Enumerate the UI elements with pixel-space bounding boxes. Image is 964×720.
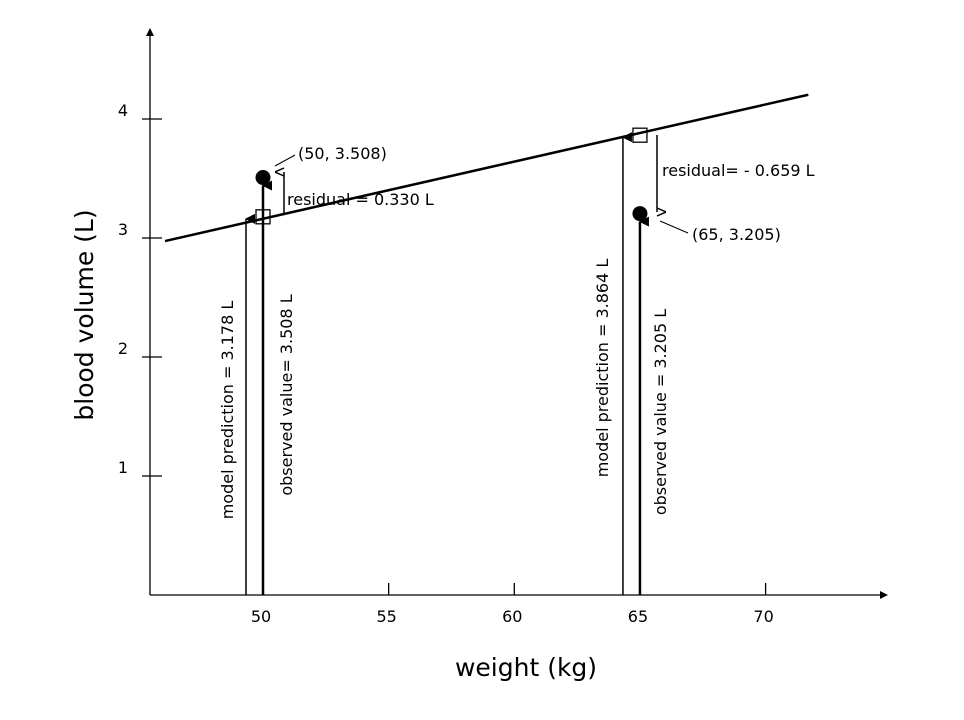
x-tick-label: 55 xyxy=(376,607,396,626)
x-axis-label: weight (kg) xyxy=(455,653,597,682)
data-point xyxy=(255,170,271,186)
model-prediction-label: model prediction = 3.178 L xyxy=(218,301,237,520)
point-label-leader xyxy=(659,220,689,234)
residual-label: residual= - 0.659 L xyxy=(662,161,815,180)
y-tick-label: 2 xyxy=(118,339,128,358)
labels: 50 55 60 65 70 1 2 3 4 weight (kg) blood volume (L… xyxy=(70,101,815,682)
y-tick-label: 1 xyxy=(118,458,128,477)
observed-value-label: observed value = 3.205 L xyxy=(651,309,670,515)
observed-value-label: observed value= 3.508 L xyxy=(277,294,296,495)
x-tick-label: 50 xyxy=(251,607,271,626)
regression-line xyxy=(164,93,809,243)
y-tick-label: 3 xyxy=(118,220,128,239)
residual-label: residual = 0.330 L xyxy=(287,190,434,209)
y-tick-label: 4 xyxy=(118,101,128,120)
x-tick-label: 60 xyxy=(502,607,522,626)
marks xyxy=(164,93,809,595)
y-axis-arrow-icon xyxy=(146,28,154,36)
axes xyxy=(142,28,888,599)
point-label: (50, 3.508) xyxy=(298,144,387,163)
data-point xyxy=(632,206,648,222)
prediction-marker xyxy=(632,127,648,143)
model-prediction-label: model prediction = 3.864 L xyxy=(593,259,612,478)
point-label-leader xyxy=(274,154,296,167)
x-tick-label: 70 xyxy=(753,607,773,626)
x-tick-label: 65 xyxy=(628,607,648,626)
x-axis-arrow-icon xyxy=(880,591,888,599)
y-axis-label: blood volume (L) xyxy=(70,209,99,420)
point-label: (65, 3.205) xyxy=(692,225,781,244)
